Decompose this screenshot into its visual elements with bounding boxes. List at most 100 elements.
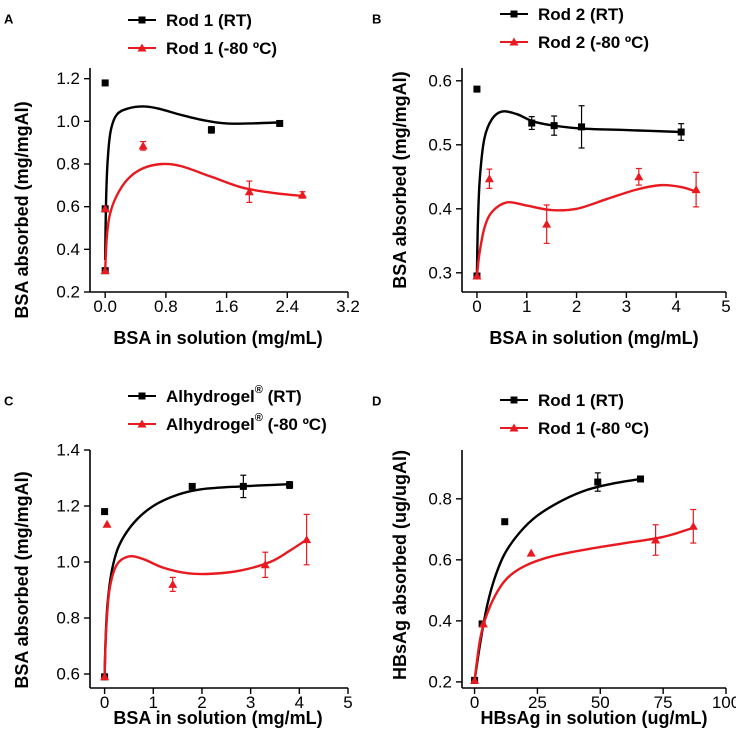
data-point	[677, 128, 685, 136]
legend-label: Rod 1 (-80 ºC)	[538, 419, 649, 438]
legend-label: Alhydrogel® (RT)	[166, 384, 302, 406]
x-axis-label: HBsAg in solution (ug/mL)	[481, 708, 708, 728]
legend-entry: Alhydrogel® (RT)	[128, 384, 302, 406]
legend-label: Alhydrogel® (-80 ºC)	[166, 412, 327, 434]
panel-letter: C	[4, 394, 14, 409]
y-tick-label: 0.8	[56, 155, 80, 174]
fit-line	[103, 105, 280, 261]
panel-b: B 0.3 0.4 0.5 0.6 0 1 2 3 4 5 BSA in solution (mg/m…	[372, 5, 731, 349]
legend-marker	[138, 392, 146, 400]
x-tick-label: 0.8	[154, 297, 178, 316]
data-point	[470, 675, 480, 684]
y-axis-label: BSA absorbed (mg/mgAl)	[12, 471, 32, 688]
y-tick-label: 0.4	[56, 240, 80, 259]
data-point	[138, 141, 148, 150]
data-point	[244, 187, 254, 196]
legend-label: Rod 2 (RT)	[538, 5, 624, 24]
legend-marker	[510, 396, 518, 404]
y-tick-label: 1.0	[56, 112, 80, 131]
x-tick-label: 3.2	[336, 297, 360, 316]
data-point	[594, 478, 602, 486]
x-tick-label: 3	[622, 297, 631, 316]
legend-label: Rod 1 (RT)	[166, 11, 252, 30]
legend-entry: Rod 1 (-80 ºC)	[128, 39, 277, 58]
data-point	[691, 185, 701, 194]
legend-marker	[510, 10, 518, 18]
series-minus80	[100, 141, 307, 275]
data-point	[168, 579, 178, 588]
y-tick-label: 0.8	[428, 489, 452, 508]
data-point	[101, 79, 109, 87]
y-axis-label: BSA absorbed (mg/mgAl)	[12, 101, 32, 318]
data-point	[101, 508, 109, 516]
legend-label: Rod 1 (-80 ºC)	[166, 39, 277, 58]
data-point	[478, 619, 488, 628]
x-axis-label: BSA in solution (mg/mL)	[113, 708, 322, 728]
data-point	[637, 475, 645, 483]
data-point	[100, 204, 110, 213]
x-tick-label: 5	[721, 297, 730, 316]
data-point	[286, 481, 294, 489]
y-tick-label: 0.8	[56, 609, 80, 628]
x-tick-label: 2	[197, 693, 206, 712]
y-tick-label: 0.6	[428, 550, 452, 569]
data-point	[484, 174, 494, 183]
data-point	[501, 518, 509, 526]
x-axis-label: BSA in solution (mg/mL)	[113, 328, 322, 348]
x-tick-label: 2.4	[275, 297, 299, 316]
data-point	[276, 119, 284, 127]
data-point	[578, 123, 586, 131]
data-point	[100, 672, 110, 681]
panel-a: A 0.2 0.4 0.6 0.8 1.0 1.2 0.0 0.8 1.6 2.4 3.2 BSA in…	[4, 11, 360, 349]
data-point	[100, 266, 110, 275]
y-tick-label: 0.6	[56, 665, 80, 684]
panel-letter: B	[372, 12, 381, 27]
y-tick-label: 0.6	[56, 197, 80, 216]
series-minus80	[472, 167, 701, 280]
x-tick-label: 0	[472, 297, 481, 316]
legend-marker	[137, 43, 147, 52]
data-point	[550, 122, 558, 130]
x-tick-label: 1	[522, 297, 531, 316]
series-minus80	[470, 508, 698, 684]
data-point	[526, 548, 536, 557]
data-point	[260, 560, 270, 569]
x-tick-label: 3	[246, 693, 255, 712]
panel-letter: A	[4, 12, 14, 27]
x-tick-label: 25	[528, 693, 547, 712]
y-tick-label: 0.3	[428, 263, 452, 282]
y-tick-label: 1.4	[56, 441, 80, 460]
legend-entry: Rod 1 (RT)	[128, 11, 252, 30]
series-minus80	[100, 513, 312, 681]
x-tick-label: 75	[654, 693, 673, 712]
x-tick-label: 4	[671, 297, 680, 316]
y-tick-label: 0.4	[428, 611, 452, 630]
data-point	[472, 271, 482, 280]
data-point	[297, 190, 307, 199]
series-rt	[471, 472, 645, 684]
legend-label: Rod 1 (RT)	[538, 391, 624, 410]
legend-entry: Rod 1 (-80 ºC)	[500, 419, 649, 438]
fit-line	[103, 482, 290, 677]
fit-line	[475, 110, 682, 273]
data-point	[188, 482, 196, 490]
legend-marker	[509, 37, 519, 46]
y-tick-label: 0.4	[428, 199, 452, 218]
y-tick-label: 1.2	[56, 497, 80, 516]
y-tick-label: 0.6	[428, 71, 452, 90]
fit-line	[103, 162, 303, 271]
data-point	[102, 519, 112, 528]
fit-line	[103, 538, 308, 677]
legend-entry: Rod 1 (RT)	[500, 391, 624, 410]
x-tick-label: 1.6	[215, 297, 239, 316]
y-axis-label: HBsAg absorbed (ug/ugAl)	[390, 450, 410, 680]
data-point	[688, 521, 698, 530]
x-tick-label: 0	[100, 693, 109, 712]
x-tick-label: 2	[572, 297, 581, 316]
data-point	[473, 85, 481, 93]
x-tick-label: 0.0	[93, 297, 117, 316]
data-point	[542, 219, 552, 228]
fit-line	[475, 183, 697, 277]
